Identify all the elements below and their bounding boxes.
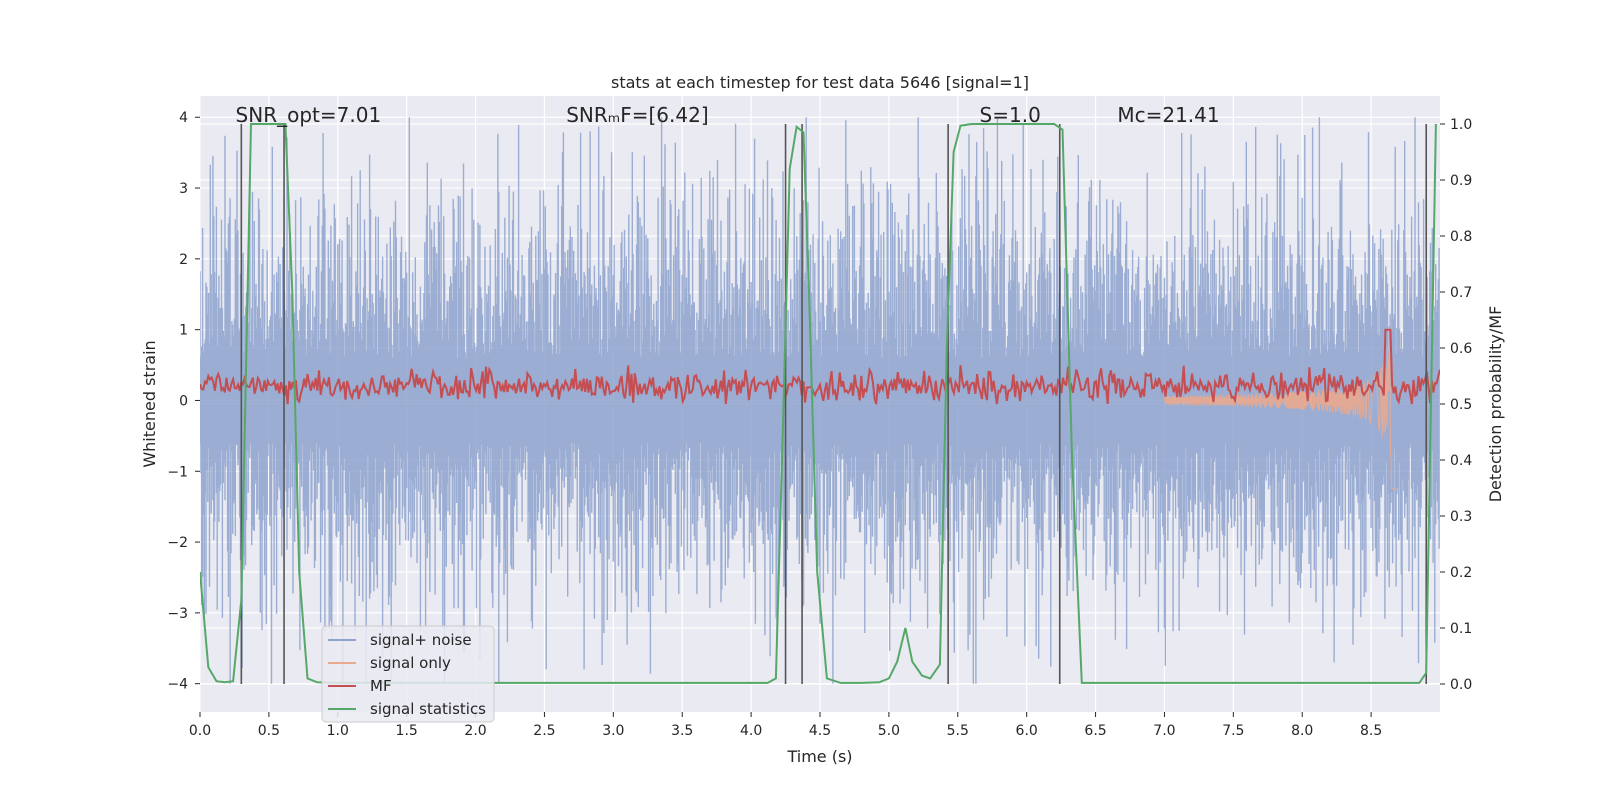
y-tick-label: −4 bbox=[167, 677, 188, 693]
y-tick-label: 4 bbox=[179, 110, 188, 126]
x-tick-label: 1.5 bbox=[396, 723, 418, 739]
y2-tick-label: 0.1 bbox=[1450, 621, 1472, 637]
y2-ticks: 1.0 0.9 0.8 0.7 0.6 0.5 0.4 0.3 0.2 0.1 0.0 bbox=[1440, 117, 1472, 693]
x-tick-label: 5.0 bbox=[878, 723, 900, 739]
y-ticks: 4 3 2 1 0 −1 −2 −3 −4 bbox=[167, 110, 200, 693]
y2-axis-label: Detection probability/MF bbox=[1486, 306, 1505, 503]
legend-label: signal statistics bbox=[370, 700, 486, 718]
y-tick-label: 0 bbox=[179, 393, 188, 409]
x-axis-label: Time (s) bbox=[786, 747, 852, 766]
x-tick-label: 8.5 bbox=[1360, 723, 1382, 739]
x-tick-label: 4.5 bbox=[809, 723, 831, 739]
annotation-snr-opt: SNR_opt=7.01 bbox=[236, 103, 382, 127]
y2-tick-label: 0.2 bbox=[1450, 565, 1472, 581]
y2-tick-label: 0.6 bbox=[1450, 341, 1472, 357]
legend: signal+ noise signal only MF signal statist… bbox=[321, 625, 495, 723]
series-signal-plus-noise bbox=[200, 117, 1440, 684]
x-tick-label: 7.0 bbox=[1153, 723, 1175, 739]
x-tick-label: 1.0 bbox=[327, 723, 349, 739]
y2-tick-label: 0.3 bbox=[1450, 509, 1472, 525]
legend-box bbox=[321, 625, 495, 723]
legend-label: MF bbox=[370, 677, 392, 695]
y-tick-label: 3 bbox=[179, 181, 188, 197]
x-tick-label: 7.5 bbox=[1222, 723, 1244, 739]
x-tick-label: 8.0 bbox=[1291, 723, 1313, 739]
annotation-snr-mf: SNRₘF=[6.42] bbox=[566, 103, 708, 127]
y-tick-label: 1 bbox=[179, 323, 188, 339]
y2-tick-label: 1.0 bbox=[1450, 117, 1472, 133]
x-tick-label: 0.0 bbox=[189, 723, 211, 739]
x-tick-label: 2.0 bbox=[464, 723, 486, 739]
x-ticks: 0.0 0.5 1.0 1.5 2.0 2.5 3.0 3.5 4.0 4.5 5.0 5.5 6.0 6… bbox=[189, 712, 1382, 739]
y2-tick-label: 0.0 bbox=[1450, 677, 1472, 693]
annotations: SNR_opt=7.01 SNRₘF=[6.42] S=1.0 Mc=21.41 bbox=[236, 103, 1220, 127]
y2-tick-label: 0.9 bbox=[1450, 173, 1472, 189]
x-tick-label: 5.5 bbox=[947, 723, 969, 739]
legend-label: signal+ noise bbox=[370, 631, 472, 649]
series-mf bbox=[200, 328, 1440, 405]
series-signal-only bbox=[1163, 341, 1396, 490]
y-tick-label: 2 bbox=[179, 252, 188, 268]
y-tick-label: −2 bbox=[167, 535, 188, 551]
legend-label: signal only bbox=[370, 654, 451, 672]
chart-title: stats at each timestep for test data 564… bbox=[611, 73, 1029, 92]
series-signal-statistics bbox=[200, 123, 1437, 684]
x-tick-label: 3.0 bbox=[602, 723, 624, 739]
y-tick-label: −3 bbox=[167, 606, 188, 622]
x-tick-label: 6.0 bbox=[1016, 723, 1038, 739]
y2-tick-label: 0.5 bbox=[1450, 397, 1472, 413]
y2-tick-label: 0.7 bbox=[1450, 285, 1472, 301]
x-tick-label: 4.0 bbox=[740, 723, 762, 739]
y-axis-label: Whitened strain bbox=[140, 340, 159, 467]
x-tick-label: 6.5 bbox=[1084, 723, 1106, 739]
annotation-s-value: S=1.0 bbox=[980, 103, 1041, 127]
annotation-mc-value: Mc=21.41 bbox=[1117, 103, 1219, 127]
x-tick-label: 2.5 bbox=[533, 723, 555, 739]
x-tick-label: 3.5 bbox=[671, 723, 693, 739]
y2-tick-label: 0.8 bbox=[1450, 229, 1472, 245]
y2-tick-label: 0.4 bbox=[1450, 453, 1472, 469]
x-tick-label: 0.5 bbox=[258, 723, 280, 739]
y-tick-label: −1 bbox=[167, 464, 188, 480]
